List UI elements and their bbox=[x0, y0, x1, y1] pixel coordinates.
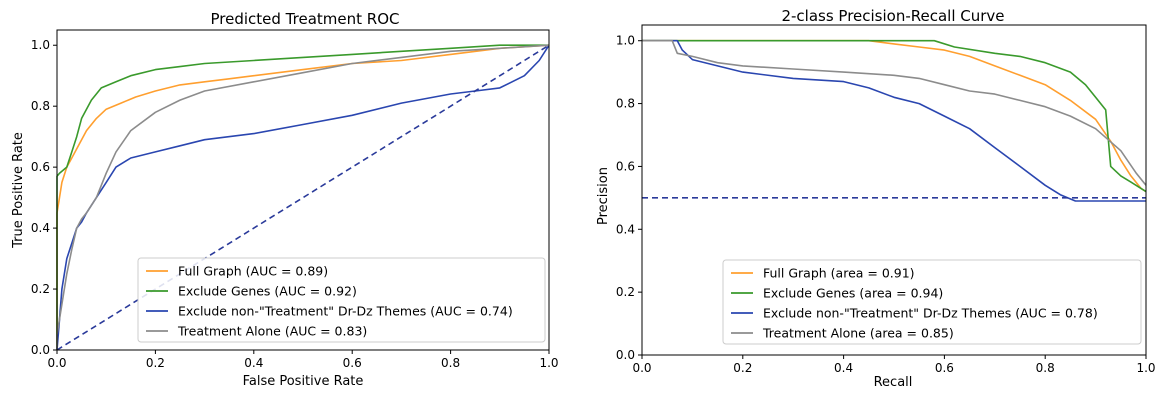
pr-y-tick-label: 0.4 bbox=[616, 222, 635, 236]
roc-legend-box bbox=[137, 257, 546, 343]
pr-y-axis-label: Precision bbox=[596, 167, 611, 225]
pr-legend-entry-3: Treatment Alone (area = 0.85) bbox=[762, 326, 954, 341]
pr-legend-entry-1: Exclude Genes (area = 0.94) bbox=[763, 286, 943, 301]
roc-y-tick-label: 0.4 bbox=[31, 221, 50, 235]
pr-legend-box bbox=[722, 259, 1142, 345]
pr-y-tick-label: 1.0 bbox=[616, 34, 635, 48]
roc-y-tick-label: 0.8 bbox=[31, 99, 50, 113]
pr-series-line-3 bbox=[642, 39, 1147, 186]
roc-x-tick-label: 0.8 bbox=[441, 356, 460, 370]
roc-legend-entry-1: Exclude Genes (AUC = 0.92) bbox=[178, 284, 357, 299]
roc-plot-area: 0.0 0.2 0.4 0.6 0.8 1.0 0.0 0.2 0.4 0.6 0.8 1.0 bbox=[31, 29, 559, 370]
roc-series-line-0 bbox=[56, 44, 550, 350]
pr-y-tick-label: 0.6 bbox=[616, 159, 635, 173]
pr-x-axis-label: Recall bbox=[874, 375, 913, 390]
roc-x-tick-label: 0.4 bbox=[244, 356, 263, 370]
pr-y-tick-label: 0.0 bbox=[616, 348, 635, 362]
pr-x-tick-label: 0.2 bbox=[733, 361, 752, 375]
roc-y-tick-label: 1.0 bbox=[31, 38, 50, 52]
roc-y-tick-label: 0.0 bbox=[31, 343, 50, 357]
pr-y-tick-label: 0.2 bbox=[616, 285, 635, 299]
pr-plot-area: 0.0 0.2 0.4 0.6 0.8 1.0 0.0 0.2 0.4 0.6 0.8 1.0 bbox=[616, 24, 1156, 375]
roc-x-tick-label: 0.6 bbox=[343, 356, 362, 370]
roc-x-tick-label: 1.0 bbox=[539, 356, 558, 370]
roc-legend-entry-2: Exclude non-"Treatment" Dr-Dz Themes (AU… bbox=[178, 304, 513, 319]
roc-y-axis-label: True Positive Rate bbox=[11, 132, 26, 249]
roc-title: Predicted Treatment ROC bbox=[211, 10, 400, 28]
pr-y-tick-label: 0.8 bbox=[616, 97, 635, 111]
pr-x-tick-label: 1.0 bbox=[1136, 361, 1155, 375]
pr-x-tick-label: 0.0 bbox=[632, 361, 651, 375]
pr-axes-frame bbox=[641, 24, 1147, 356]
pr-series-line-1 bbox=[642, 39, 1147, 193]
pr-x-tick-label: 0.8 bbox=[1036, 361, 1055, 375]
pr-series-line-0 bbox=[642, 39, 1147, 193]
roc-axes-frame bbox=[56, 29, 550, 351]
pr-legend: Full Graph (area = 0.91) Exclude Genes (a… bbox=[722, 259, 1142, 345]
roc-x-tick-label: 0.0 bbox=[47, 356, 66, 370]
roc-legend-entry-3: Treatment Alone (AUC = 0.83) bbox=[177, 324, 367, 339]
pr-x-tick-label: 0.6 bbox=[935, 361, 954, 375]
pr-legend-entry-0: Full Graph (area = 0.91) bbox=[763, 266, 915, 281]
pr-legend-entry-2: Exclude non-"Treatment" Dr-Dz Themes (AU… bbox=[763, 306, 1098, 321]
roc-series-line-3 bbox=[56, 44, 550, 350]
roc-chart: Predicted Treatment ROC 0.0 0.2 0.4 0.6 0.8 1… bbox=[11, 10, 559, 389]
roc-y-tick-label: 0.2 bbox=[31, 282, 50, 296]
roc-x-axis-label: False Positive Rate bbox=[243, 374, 364, 389]
roc-legend: Full Graph (AUC = 0.89) Exclude Genes (AU… bbox=[137, 257, 546, 343]
pr-x-tick-label: 0.4 bbox=[834, 361, 853, 375]
roc-y-tick-label: 0.6 bbox=[31, 160, 50, 174]
pr-series-line-2 bbox=[642, 39, 1146, 202]
roc-series-line-1 bbox=[56, 44, 549, 350]
pr-chart: 2-class Precision-Recall Curve 0.0 0.2 0.4… bbox=[596, 7, 1156, 390]
roc-x-tick-label: 0.2 bbox=[146, 356, 165, 370]
roc-legend-entry-0: Full Graph (AUC = 0.89) bbox=[178, 264, 328, 279]
pr-title: 2-class Precision-Recall Curve bbox=[781, 7, 1004, 25]
roc-reference-line bbox=[56, 44, 550, 351]
